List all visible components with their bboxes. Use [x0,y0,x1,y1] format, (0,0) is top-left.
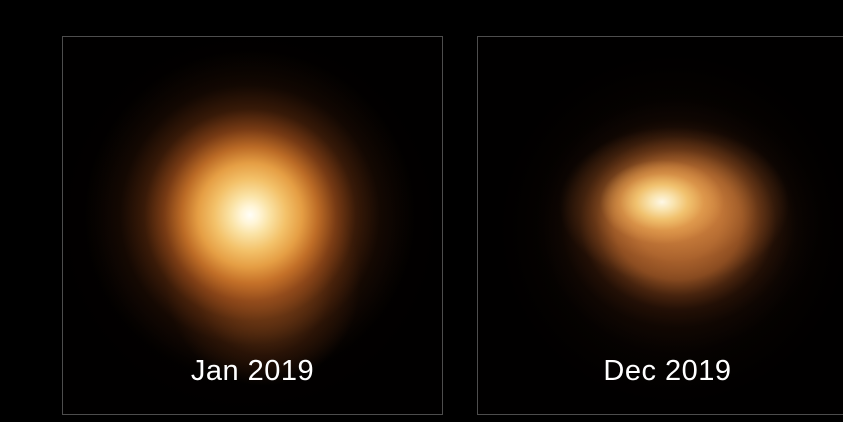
date-label-dec-2019: Dec 2019 [603,355,732,387]
date-label-jan-2019: Jan 2019 [190,355,315,387]
betelgeuse-star-dimmed-image [478,37,843,414]
betelgeuse-star-bright-image [63,37,442,414]
panel-jan-2019: Jan 2019 [62,36,443,415]
panel-dec-2019: Dec 2019 [477,36,843,415]
